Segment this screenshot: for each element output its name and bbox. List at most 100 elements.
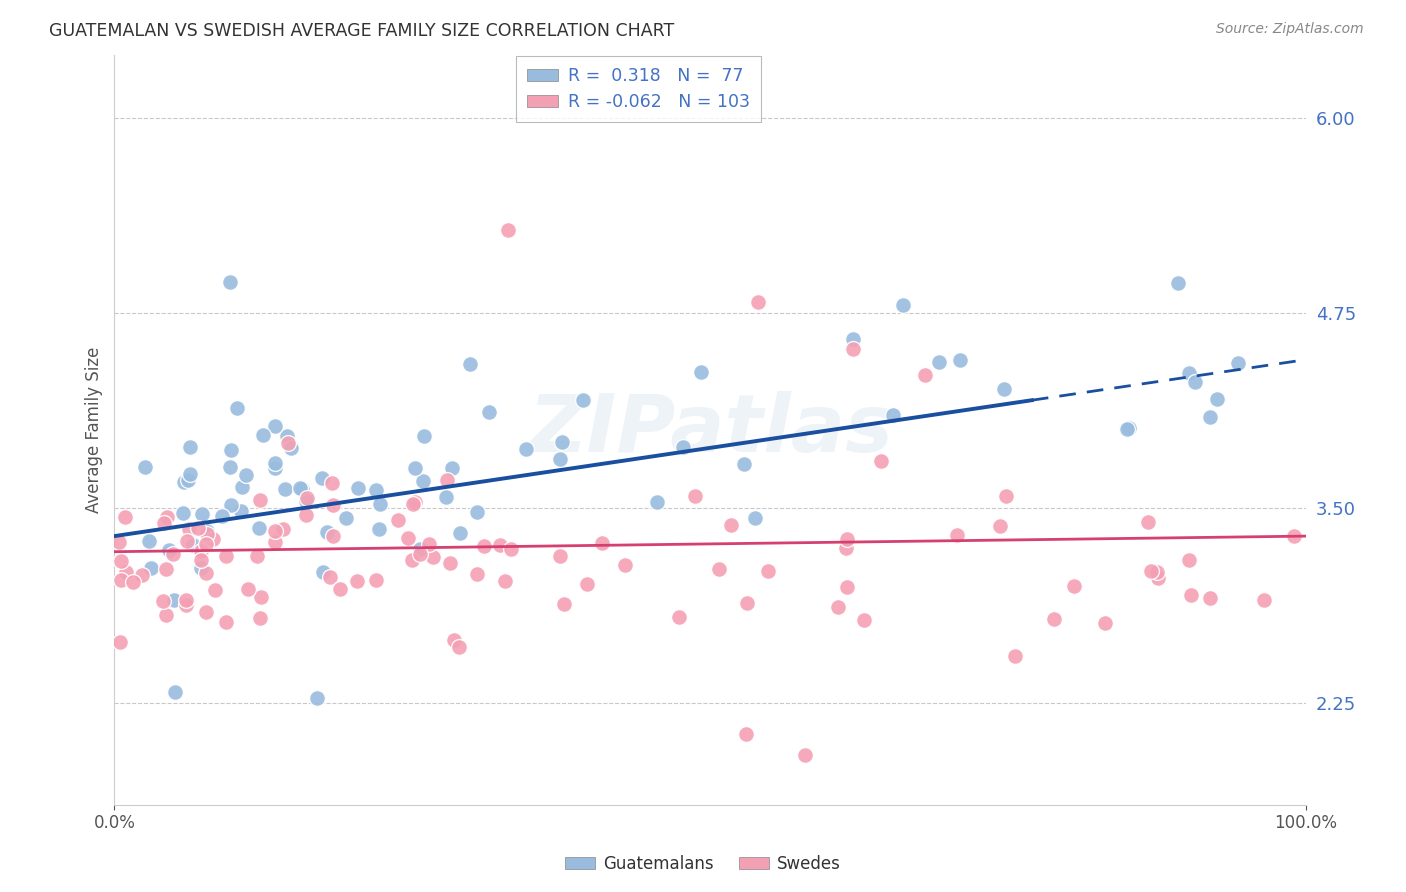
Point — [288, 481, 311, 495]
Point — [201, 532, 224, 546]
Point — [172, 507, 194, 521]
Point — [613, 558, 636, 572]
Point — [173, 475, 195, 490]
Point — [720, 518, 742, 533]
Point — [401, 553, 423, 567]
Point — [733, 458, 755, 472]
Point — [163, 685, 186, 699]
Point — [319, 570, 342, 584]
Point — [108, 534, 131, 549]
Point — [548, 451, 571, 466]
Point — [465, 567, 488, 582]
Point — [835, 541, 858, 555]
Point — [401, 497, 423, 511]
Point — [316, 524, 339, 539]
Point — [436, 473, 458, 487]
Point — [235, 467, 257, 482]
Point — [794, 747, 817, 762]
Point — [1167, 277, 1189, 291]
Y-axis label: Average Family Size: Average Family Size — [86, 347, 103, 513]
Point — [1206, 392, 1229, 406]
Point — [1147, 571, 1170, 585]
Point — [295, 491, 318, 505]
Point — [1178, 366, 1201, 380]
Point — [179, 440, 201, 454]
Point — [181, 538, 204, 552]
Point — [412, 429, 434, 443]
Point — [156, 510, 179, 524]
Point — [1198, 410, 1220, 425]
Point — [366, 483, 388, 497]
Point — [422, 550, 444, 565]
Point — [488, 538, 510, 552]
Point — [443, 632, 465, 647]
Point — [946, 527, 969, 541]
Point — [447, 640, 470, 654]
Point — [195, 524, 218, 539]
Point — [177, 473, 200, 487]
Point — [458, 357, 481, 371]
Point — [264, 461, 287, 475]
Legend: R =  0.318   N =  77, R = -0.062   N = 103: R = 0.318 N = 77, R = -0.062 N = 103 — [516, 56, 761, 122]
Point — [1116, 422, 1139, 436]
Point — [404, 495, 426, 509]
Point — [550, 549, 572, 563]
Point — [472, 539, 495, 553]
Point — [346, 574, 368, 588]
Point — [515, 442, 537, 456]
Point — [321, 476, 343, 491]
Point — [914, 368, 936, 383]
Point — [179, 522, 201, 536]
Point — [218, 460, 240, 475]
Point — [576, 577, 599, 591]
Point — [271, 523, 294, 537]
Point — [238, 582, 260, 597]
Point — [190, 553, 212, 567]
Point — [1140, 564, 1163, 578]
Point — [329, 582, 352, 596]
Point — [211, 509, 233, 524]
Point — [572, 392, 595, 407]
Point — [364, 573, 387, 587]
Point — [322, 498, 344, 512]
Point — [264, 456, 287, 470]
Point — [837, 580, 859, 594]
Point — [988, 519, 1011, 533]
Point — [215, 615, 238, 630]
Point — [928, 355, 950, 369]
Point — [157, 543, 180, 558]
Point — [412, 474, 434, 488]
Point — [138, 533, 160, 548]
Point — [735, 596, 758, 610]
Point — [551, 434, 574, 449]
Point — [409, 547, 432, 561]
Point — [499, 541, 522, 556]
Point — [291, 482, 314, 496]
Point — [347, 481, 370, 495]
Point — [835, 532, 858, 546]
Point — [645, 494, 668, 508]
Point — [194, 537, 217, 551]
Point — [949, 352, 972, 367]
Point — [467, 505, 489, 519]
Point — [176, 533, 198, 548]
Point — [274, 482, 297, 496]
Point — [110, 553, 132, 567]
Point — [305, 691, 328, 706]
Point — [842, 342, 865, 356]
Point — [1253, 593, 1275, 607]
Point — [409, 541, 432, 556]
Point — [478, 405, 501, 419]
Point — [250, 590, 273, 604]
Point — [122, 574, 145, 589]
Point — [110, 573, 132, 587]
Point — [1178, 552, 1201, 566]
Point — [174, 592, 197, 607]
Point — [219, 499, 242, 513]
Point — [247, 521, 270, 535]
Point — [155, 607, 177, 622]
Point — [190, 561, 212, 575]
Point — [993, 382, 1015, 396]
Point — [141, 560, 163, 574]
Text: Source: ZipAtlas.com: Source: ZipAtlas.com — [1216, 22, 1364, 37]
